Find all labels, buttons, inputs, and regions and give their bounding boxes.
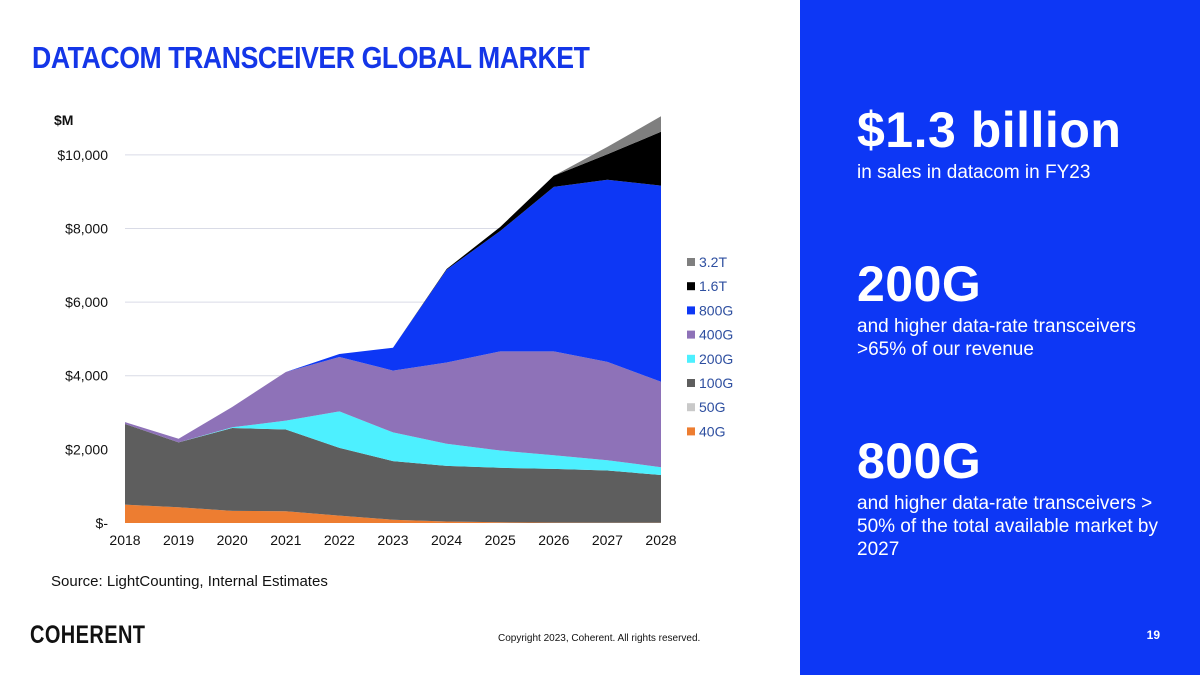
legend-swatch-50g — [687, 403, 695, 412]
page-number: 19 — [1146, 628, 1160, 642]
y-tick-label: $8,000 — [65, 220, 108, 236]
legend-label-50g: 50G — [699, 399, 725, 415]
x-tick-label: 2020 — [217, 532, 248, 548]
legend-label-32t: 3.2T — [699, 254, 727, 270]
stat-200g-desc: and higher data-rate transceivers >65% o… — [857, 316, 1136, 360]
legend-label-16t: 1.6T — [699, 278, 727, 294]
x-tick-label: 2022 — [324, 532, 355, 548]
x-tick-label: 2028 — [645, 532, 676, 548]
area-400g — [125, 351, 661, 468]
area-32t — [125, 116, 661, 439]
legend-swatch-40g — [687, 427, 695, 436]
legend-swatch-100g — [687, 379, 695, 387]
x-tick-label: 2021 — [270, 532, 301, 548]
area-800g — [125, 179, 661, 439]
area-16t — [125, 131, 661, 439]
y-axis-label: $M — [54, 112, 73, 128]
y-tick-label: $- — [96, 515, 109, 531]
x-tick-label: 2027 — [592, 532, 623, 548]
legend-swatch-32t — [687, 258, 695, 266]
stat-800g-desc: and higher data-rate transceivers > 50% … — [857, 493, 1159, 560]
logo-text: COHERENT — [30, 621, 146, 649]
stat-800g: 800G and higher data-rate transceivers >… — [857, 436, 1177, 561]
copyright-text: Copyright 2023, Coherent. All rights res… — [498, 633, 701, 644]
legend-swatch-16t — [687, 282, 695, 291]
x-tick-label: 2019 — [163, 532, 194, 548]
legend-label-400g: 400G — [699, 327, 733, 343]
area-40g — [125, 504, 661, 523]
legend-swatch-200g — [687, 354, 695, 363]
area-200g — [125, 411, 661, 475]
legend-swatch-400g — [687, 330, 695, 339]
market-area-chart: $- $2,000 $4,000 $6,000 $8,000 $10,000 $M 2018 2… — [54, 112, 733, 548]
stat-sales: $1.3 billion in sales in datacom in FY23 — [857, 105, 1177, 184]
legend-swatch-800g — [687, 306, 695, 315]
legend-label-100g: 100G — [699, 375, 733, 391]
source-note: Source: LightCounting, Internal Estimate… — [51, 573, 328, 590]
y-tick-label: $2,000 — [65, 441, 108, 457]
stat-200g-value: 200G — [857, 256, 982, 312]
y-tick-label: $10,000 — [57, 147, 108, 163]
x-tick-label: 2018 — [109, 532, 140, 548]
stat-sales-desc: in sales in datacom in FY23 — [857, 162, 1091, 183]
x-tick-label: 2025 — [485, 532, 516, 548]
x-tick-label: 2024 — [431, 532, 462, 548]
stat-800g-value: 800G — [857, 433, 982, 489]
legend-label-800g: 800G — [699, 302, 733, 318]
legend-label-40g: 40G — [699, 423, 725, 439]
y-tick-label: $6,000 — [65, 294, 108, 310]
stat-sales-value: $1.3 billion — [857, 102, 1122, 158]
coherent-logo: COHERENT — [30, 621, 174, 650]
x-tick-label: 2023 — [377, 532, 408, 548]
stat-200g: 200G and higher data-rate transceivers >… — [857, 259, 1177, 361]
y-tick-label: $4,000 — [65, 368, 108, 384]
x-tick-label: 2026 — [538, 532, 569, 548]
legend-label-200g: 200G — [699, 351, 733, 367]
area-100g — [125, 424, 661, 523]
highlights-panel: $1.3 billion in sales in datacom in FY23… — [800, 0, 1200, 675]
slide-title: DATACOM TRANSCEIVER GLOBAL MARKET — [32, 40, 590, 75]
